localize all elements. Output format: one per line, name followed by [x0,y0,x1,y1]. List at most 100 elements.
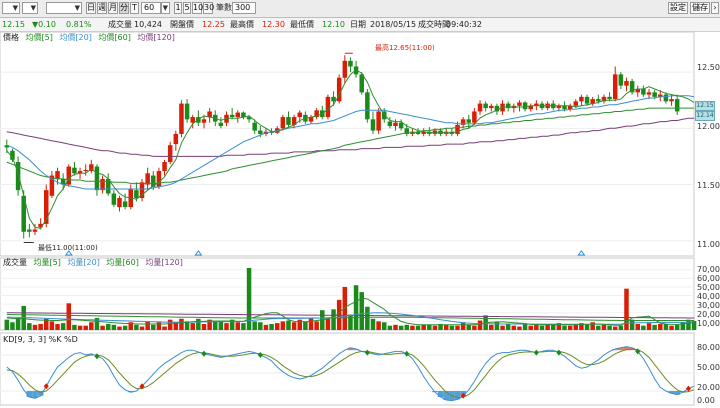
candle-body [179,103,184,134]
candle-body [43,190,49,224]
candle-body [505,103,511,109]
minute-button-1[interactable]: 1 [174,2,182,14]
candle-body [66,166,72,185]
volume-bar [674,324,680,330]
death-cross-marker [94,353,100,360]
symbol-input[interactable]: ▼ [46,2,82,14]
volume-bar [381,322,387,330]
candle-body [370,119,376,131]
period-button-day[interactable]: 日 [86,2,96,14]
legend-kd: KD[9, 3, 3] %K %D [3,335,78,344]
settings-button[interactable]: 設定 [668,2,688,14]
candle-body [415,131,421,134]
range-input[interactable]: 300 [232,2,256,14]
volume-bar [466,324,472,330]
volume-bar [646,323,652,330]
chevron-down-icon: ▼ [74,4,80,12]
candle-body [489,105,494,109]
volume-bar [60,323,66,330]
death-cross-marker [404,350,410,357]
volume-tick-label: 20,000 [697,310,720,319]
volume-bar [201,323,207,330]
kd-legend: KD[9, 3, 3] %K %D [3,335,82,345]
minute-interval-input[interactable]: 60 [141,2,161,14]
minute-interval-dropdown[interactable]: ▼ [161,2,170,14]
volume-tick-label: 70,000 [697,265,720,274]
volume-bar [162,326,167,330]
period-button-month[interactable]: 月 [108,2,118,14]
candle-body [624,81,629,86]
candle-body [229,114,235,118]
volume-tick-label: 50,000 [697,283,720,292]
oversold-fill [37,391,44,396]
candle-body [483,103,488,109]
candle-body [241,112,246,118]
candle-body [105,178,111,194]
minute-button-10[interactable]: 10 [192,2,204,14]
volume-bar [353,285,359,330]
legend-vol-ma60: 均量[60] [106,258,139,267]
candle-body [55,171,60,179]
volume-label: 成交量 [108,20,132,29]
volume-tick-label: 40,000 [697,292,720,301]
volume-bar [303,321,308,330]
candle-body [10,150,15,160]
save-button[interactable]: 儲存 [690,2,710,14]
minute-button-5[interactable]: 5 [183,2,191,14]
volume-bar [663,323,669,330]
kd-tick-label: 50.00 [697,363,720,372]
candle-body [258,130,263,134]
candle-body [269,131,274,133]
kd-tick-label: 80.00 [697,343,720,352]
volume-bar [55,323,60,330]
volume-bar [365,306,370,330]
period-button-tick[interactable]: T [130,2,139,14]
volume-bar [556,323,562,330]
symbol-dropdown[interactable]: ▼ [2,2,20,14]
candle-body [573,101,579,106]
volume-bar [517,326,522,330]
volume-bar [579,323,584,330]
candle-body [139,182,145,199]
volume-bar [229,319,235,330]
candle-body [60,178,66,185]
volume-bar [421,324,426,330]
kd-tick-label: 20.00 [697,383,720,392]
price-tick-label: 12.00 [697,122,720,131]
chart-type-dropdown[interactable]: ▼ [22,2,38,14]
candle-body [522,102,528,110]
volume-bar [258,322,263,330]
legend-vol-ma20: 均量[20] [67,258,100,267]
candle-body [398,122,404,129]
period-button-minute[interactable]: 分 [119,2,129,14]
volume-bar [274,323,280,330]
candle-body [49,175,55,196]
expand-button[interactable]: › [711,2,719,14]
low-label: 最低價 [290,20,314,29]
oversold-fill [668,391,675,394]
candle-body [596,99,601,102]
volume-legend: 成交量 均量[5] 均量[20] 均量[60] 均量[120] [3,258,187,268]
volume-bar [32,324,38,330]
volume-bar [77,325,83,330]
signal-marker [64,250,73,256]
candle-body [156,171,162,187]
candle-body [460,119,466,125]
volume-bar [111,324,117,330]
legend-ma60: 均價[60] [98,33,131,42]
volume-bar [427,324,432,330]
volume-bar [387,325,393,330]
candle-body [528,105,533,110]
period-button-week[interactable]: 週 [97,2,107,14]
volume-bar [601,324,607,330]
candle-body [32,229,38,232]
candle-body [466,119,472,123]
candle-body [387,121,393,127]
volume-bar [590,322,595,330]
minute-button-30[interactable]: 30 [203,2,215,14]
candle-body [562,105,567,110]
oversold-fill [127,391,134,393]
death-cross-marker [201,350,207,357]
candle-body [100,178,105,191]
